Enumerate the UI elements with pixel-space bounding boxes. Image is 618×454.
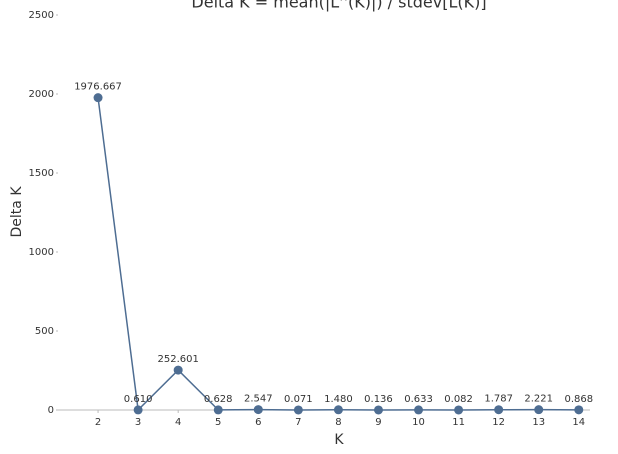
- y-tick-label: 0: [48, 405, 54, 416]
- value-label: 2.547: [244, 394, 273, 405]
- value-label: 2.221: [524, 394, 553, 405]
- x-tick-label: 4: [175, 417, 181, 428]
- x-tick-label: 8: [335, 417, 341, 428]
- point: [494, 405, 504, 415]
- x-tick-label: 5: [215, 417, 221, 428]
- point: [93, 93, 103, 103]
- point: [173, 365, 183, 375]
- point: [213, 405, 223, 415]
- y-tick-label: 2500: [29, 10, 54, 21]
- y-tick-label: 500: [35, 326, 54, 337]
- point: [333, 405, 343, 415]
- value-label: 0.868: [564, 394, 593, 405]
- point: [414, 405, 424, 415]
- x-tick-label: 12: [492, 417, 505, 428]
- value-label: 252.601: [158, 354, 199, 365]
- y-tick-label: 1000: [29, 247, 54, 258]
- x-tick-label: 2: [95, 417, 101, 428]
- point: [574, 405, 584, 415]
- y-axis-label: Delta K: [9, 186, 25, 238]
- point: [293, 405, 303, 415]
- point: [454, 405, 464, 415]
- x-axis-label: K: [334, 432, 344, 448]
- point: [253, 405, 263, 415]
- value-label: 0.633: [404, 394, 433, 405]
- chart-title: Delta K = mean(|L''(K)|) / stdev[L(K)]: [191, 0, 486, 12]
- value-label: 1976.667: [74, 82, 122, 93]
- x-tick-label: 10: [412, 417, 425, 428]
- value-label: 0.628: [204, 394, 233, 405]
- value-label: 1.787: [484, 394, 513, 405]
- value-label: 0.136: [364, 394, 393, 405]
- x-tick-label: 7: [295, 417, 301, 428]
- x-tick-label: 14: [572, 417, 585, 428]
- value-label: 0.610: [124, 394, 153, 405]
- x-tick-label: 6: [255, 417, 261, 428]
- x-tick-label: 9: [375, 417, 381, 428]
- value-label: 0.071: [284, 394, 313, 405]
- x-tick-label: 13: [532, 417, 545, 428]
- y-tick-label: 1500: [29, 168, 54, 179]
- x-tick-label: 3: [135, 417, 141, 428]
- y-tick-label: 2000: [29, 89, 54, 100]
- point: [373, 405, 383, 415]
- value-label: 1.480: [324, 394, 353, 405]
- x-tick-label: 11: [452, 417, 465, 428]
- point: [133, 405, 143, 415]
- value-label: 0.082: [444, 394, 473, 405]
- point: [534, 405, 544, 415]
